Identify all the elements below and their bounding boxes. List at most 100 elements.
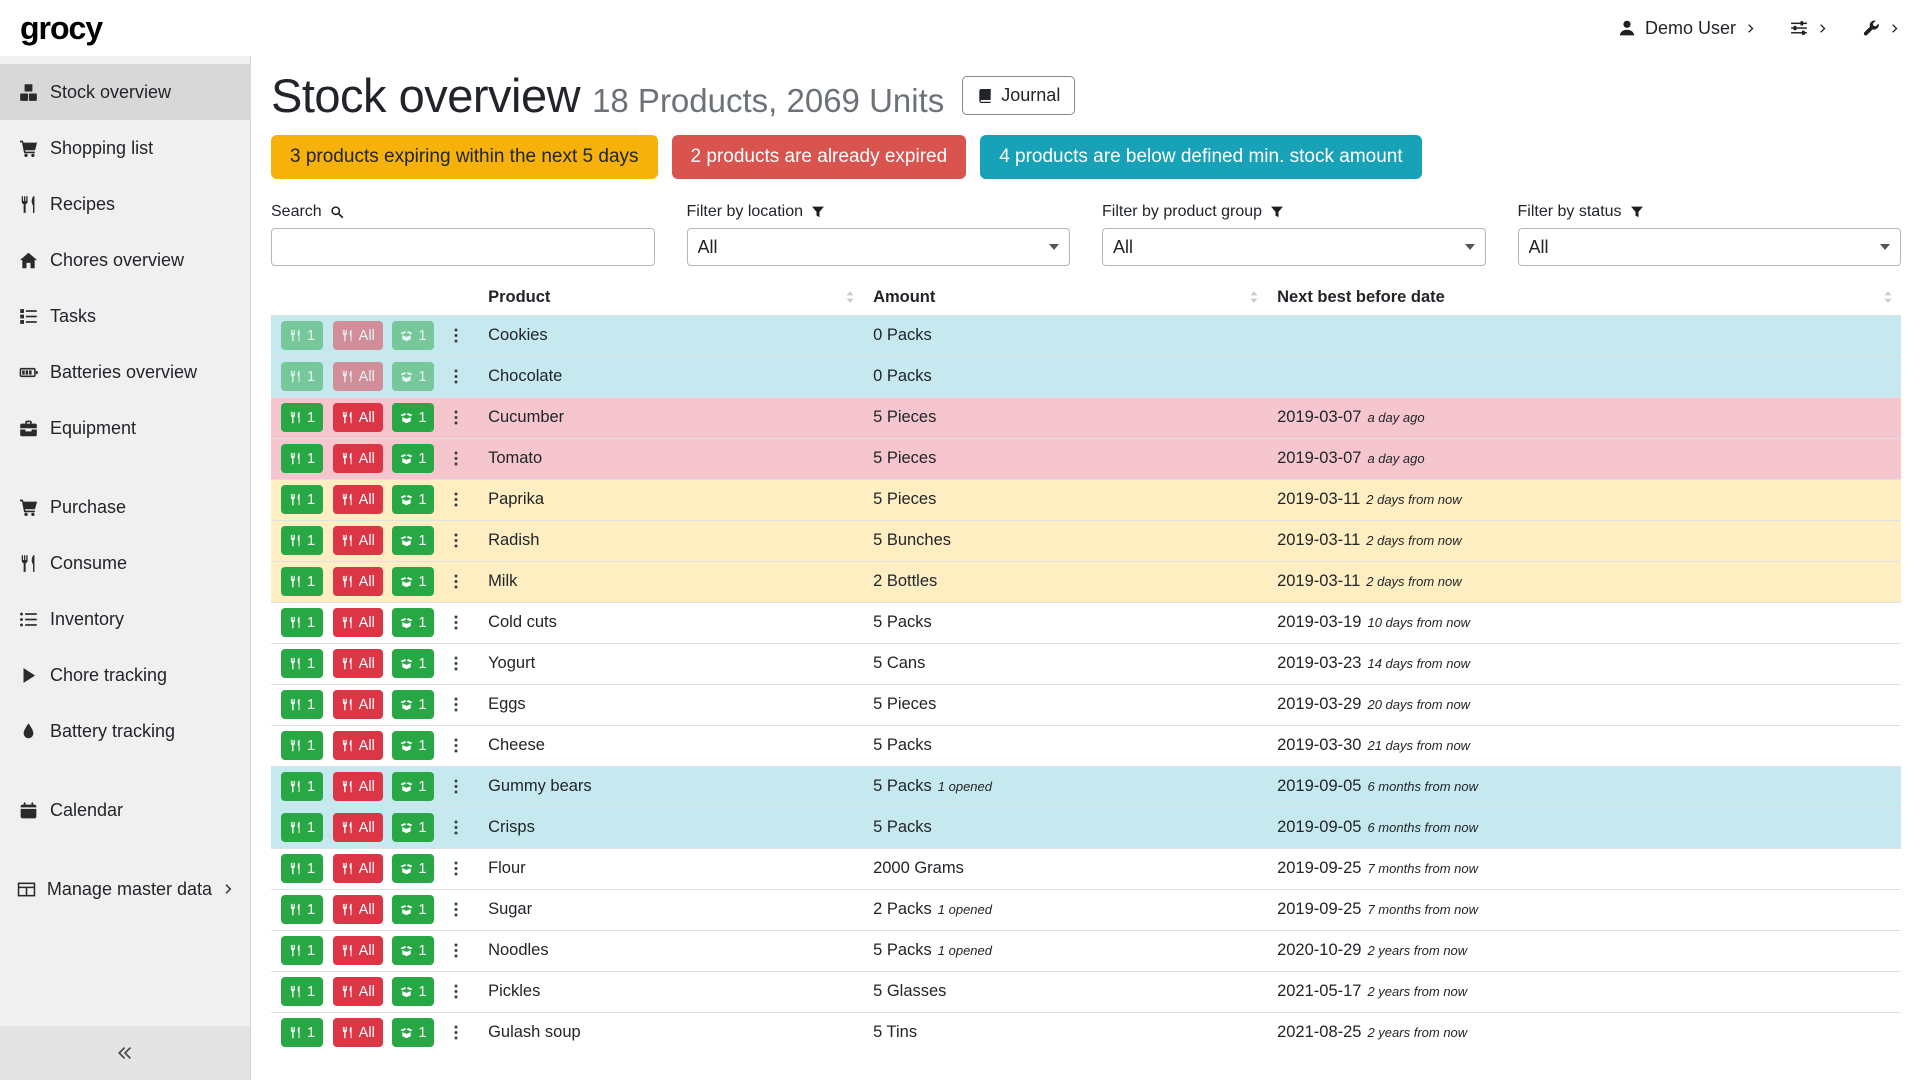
journal-button[interactable]: Journal — [962, 76, 1076, 116]
consume-one-button[interactable]: 1 — [281, 608, 324, 638]
open-one-button[interactable]: 1 — [392, 444, 435, 474]
open-one-button[interactable]: 1 — [392, 362, 435, 392]
open-one-button[interactable]: 1 — [392, 485, 435, 515]
consume-all-button[interactable]: All — [332, 772, 383, 802]
consume-all-button[interactable]: All — [332, 321, 383, 351]
consume-all-button[interactable]: All — [332, 1018, 383, 1048]
status-filter-select[interactable]: All — [1517, 227, 1901, 266]
consume-one-button[interactable]: 1 — [281, 362, 324, 392]
admin-menu[interactable] — [1862, 19, 1900, 37]
sidebar-item-recipes[interactable]: Recipes — [0, 176, 250, 232]
sidebar-collapse-button[interactable] — [103, 1039, 147, 1067]
consume-all-button[interactable]: All — [332, 567, 383, 597]
consume-all-button[interactable]: All — [332, 608, 383, 638]
consume-all-button[interactable]: All — [332, 362, 383, 392]
row-menu-button[interactable] — [444, 813, 468, 842]
open-one-button[interactable]: 1 — [392, 321, 435, 351]
consume-one-button[interactable]: 1 — [281, 977, 324, 1007]
search-input[interactable] — [271, 227, 655, 266]
consume-one-button[interactable]: 1 — [281, 485, 324, 515]
consume-all-button[interactable]: All — [332, 854, 383, 884]
open-one-button[interactable]: 1 — [392, 854, 435, 884]
expired-products-badge[interactable]: 2 products are already expired — [671, 134, 967, 179]
product-column-header[interactable]: Product — [478, 279, 864, 316]
expiring-products-badge[interactable]: 3 products expiring within the next 5 da… — [271, 134, 658, 179]
user-menu[interactable]: Demo User — [1618, 18, 1756, 39]
consume-all-button[interactable]: All — [332, 936, 383, 966]
open-one-button[interactable]: 1 — [392, 567, 435, 597]
amount-column-header[interactable]: Amount — [863, 279, 1268, 316]
consume-all-button[interactable]: All — [332, 649, 383, 679]
open-one-button[interactable]: 1 — [392, 690, 435, 720]
open-one-button[interactable]: 1 — [392, 895, 435, 925]
consume-all-button[interactable]: All — [332, 895, 383, 925]
open-one-button[interactable]: 1 — [392, 608, 435, 638]
row-menu-button[interactable] — [444, 854, 468, 883]
sidebar-item-manage-master-data[interactable]: Manage master data — [0, 861, 250, 917]
consume-all-button[interactable]: All — [332, 731, 383, 761]
consume-one-button[interactable]: 1 — [281, 854, 324, 884]
consume-one-button[interactable]: 1 — [281, 403, 324, 433]
location-filter-select[interactable]: All — [686, 227, 1070, 266]
open-one-button[interactable]: 1 — [392, 772, 435, 802]
open-one-button[interactable]: 1 — [392, 977, 435, 1007]
consume-all-button[interactable]: All — [332, 977, 383, 1007]
consume-one-button[interactable]: 1 — [281, 813, 324, 843]
consume-all-button[interactable]: All — [332, 813, 383, 843]
open-one-button[interactable]: 1 — [392, 813, 435, 843]
consume-one-button[interactable]: 1 — [281, 321, 324, 351]
sidebar-item-shopping-list[interactable]: Shopping list — [0, 120, 250, 176]
consume-one-button[interactable]: 1 — [281, 567, 324, 597]
consume-one-button[interactable]: 1 — [281, 772, 324, 802]
open-one-button[interactable]: 1 — [392, 649, 435, 679]
open-one-button[interactable]: 1 — [392, 526, 435, 556]
settings-menu[interactable] — [1790, 19, 1828, 37]
row-menu-button[interactable] — [444, 936, 468, 965]
row-menu-button[interactable] — [444, 526, 468, 555]
consume-one-button[interactable]: 1 — [281, 526, 324, 556]
below-min-stock-badge[interactable]: 4 products are below defined min. stock … — [980, 134, 1422, 179]
consume-one-button[interactable]: 1 — [281, 936, 324, 966]
open-one-button[interactable]: 1 — [392, 403, 435, 433]
consume-one-button[interactable]: 1 — [281, 895, 324, 925]
consume-all-button[interactable]: All — [332, 485, 383, 515]
row-menu-button[interactable] — [444, 690, 468, 719]
consume-all-button[interactable]: All — [332, 444, 383, 474]
date-column-header[interactable]: Next best before date — [1267, 279, 1901, 316]
sidebar-item-calendar[interactable]: Calendar — [0, 782, 250, 838]
row-menu-button[interactable] — [444, 772, 468, 801]
row-menu-button[interactable] — [444, 567, 468, 596]
sidebar-item-batteries-overview[interactable]: Batteries overview — [0, 344, 250, 400]
row-menu-button[interactable] — [444, 362, 468, 391]
app-logo[interactable]: grocy — [20, 9, 103, 46]
row-menu-button[interactable] — [444, 977, 468, 1006]
sidebar-item-inventory[interactable]: Inventory — [0, 591, 250, 647]
row-menu-button[interactable] — [444, 608, 468, 637]
consume-one-button[interactable]: 1 — [281, 1018, 324, 1048]
sidebar-item-stock-overview[interactable]: Stock overview — [0, 64, 250, 120]
consume-all-button[interactable]: All — [332, 690, 383, 720]
consume-one-button[interactable]: 1 — [281, 690, 324, 720]
row-menu-button[interactable] — [444, 731, 468, 760]
row-menu-button[interactable] — [444, 321, 468, 350]
open-one-button[interactable]: 1 — [392, 936, 435, 966]
open-one-button[interactable]: 1 — [392, 731, 435, 761]
consume-one-button[interactable]: 1 — [281, 731, 324, 761]
row-menu-button[interactable] — [444, 403, 468, 432]
sidebar-item-consume[interactable]: Consume — [0, 535, 250, 591]
product-group-filter-select[interactable]: All — [1102, 227, 1486, 266]
row-menu-button[interactable] — [444, 649, 468, 678]
sidebar-item-purchase[interactable]: Purchase — [0, 479, 250, 535]
consume-one-button[interactable]: 1 — [281, 649, 324, 679]
row-menu-button[interactable] — [444, 1018, 468, 1047]
consume-all-button[interactable]: All — [332, 526, 383, 556]
row-menu-button[interactable] — [444, 895, 468, 924]
open-one-button[interactable]: 1 — [392, 1018, 435, 1048]
sidebar-item-equipment[interactable]: Equipment — [0, 400, 250, 456]
sidebar-item-tasks[interactable]: Tasks — [0, 288, 250, 344]
consume-all-button[interactable]: All — [332, 403, 383, 433]
row-menu-button[interactable] — [444, 485, 468, 514]
sidebar-item-chore-tracking[interactable]: Chore tracking — [0, 647, 250, 703]
sidebar-item-chores-overview[interactable]: Chores overview — [0, 232, 250, 288]
consume-one-button[interactable]: 1 — [281, 444, 324, 474]
